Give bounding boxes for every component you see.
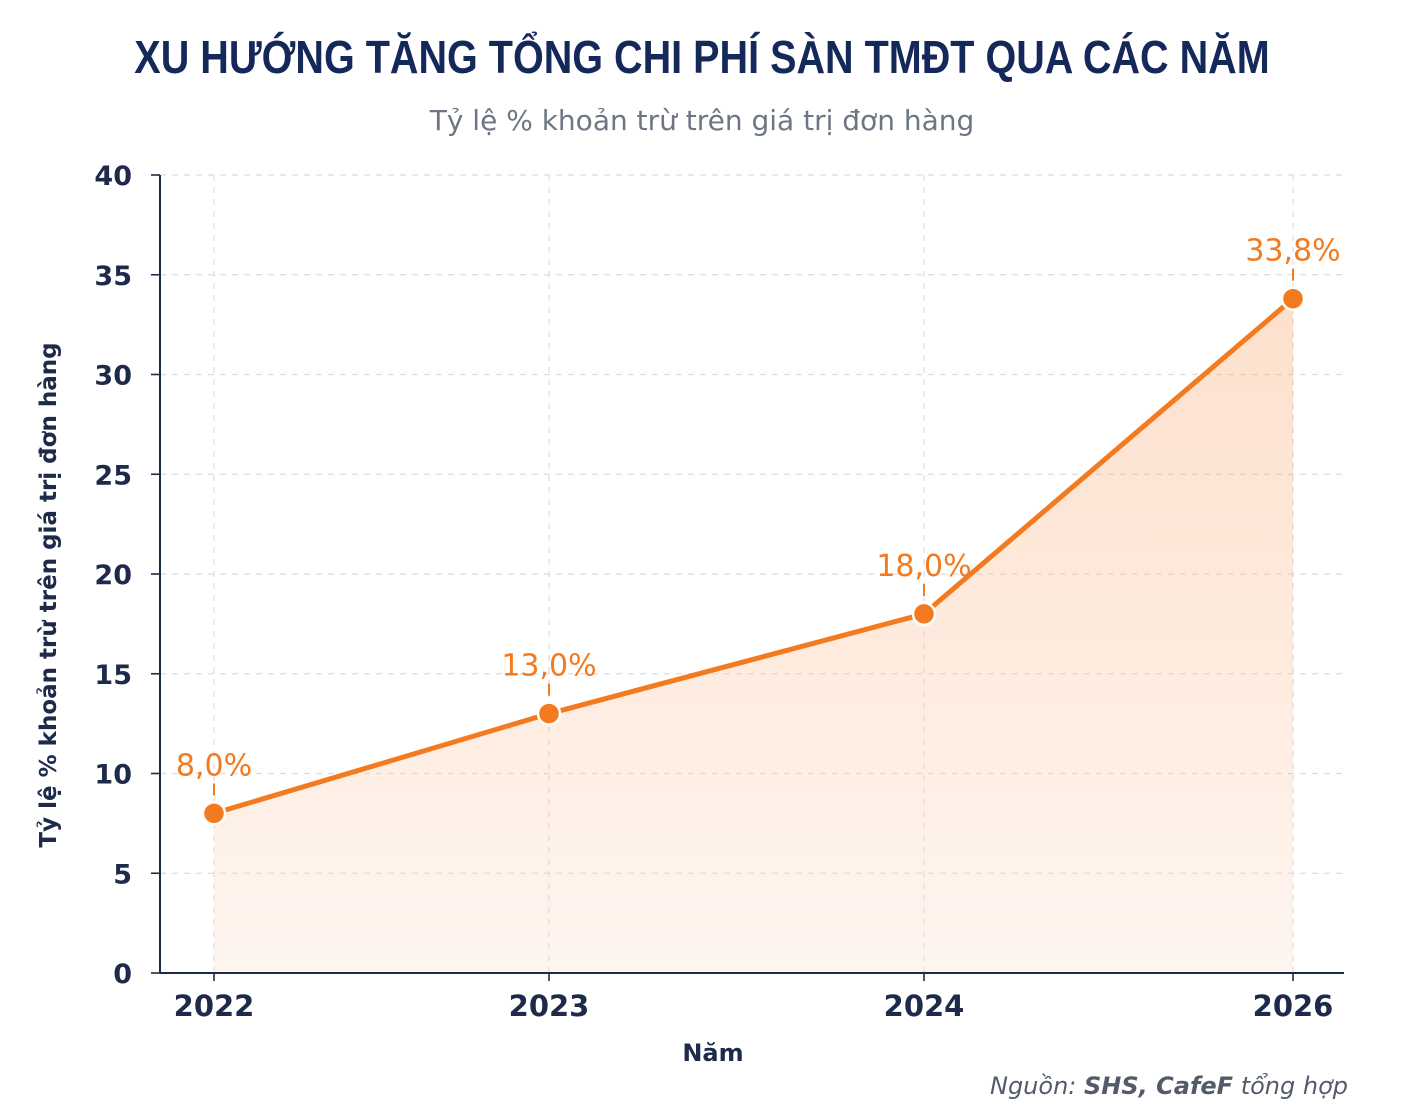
data-point: [536, 701, 562, 726]
source-suffix: tổng hợp: [1233, 1072, 1348, 1100]
chart-subtitle: Tỷ lệ % khoản trừ trên giá trị đơn hàng: [429, 104, 975, 137]
y-tick-label: 15: [94, 660, 132, 691]
x-tick-label: 2022: [174, 989, 255, 1023]
y-tick-label: 10: [94, 760, 132, 791]
y-tick-label: 25: [94, 460, 132, 491]
data-point: [911, 601, 937, 627]
source-names: SHS, CafeF: [1084, 1072, 1234, 1100]
data-label: 33,8%: [1245, 234, 1340, 269]
chart-title: XU HƯỚNG TĂNG TỔNG CHI PHÍ SÀN TMĐT QUA …: [134, 31, 1270, 83]
data-marks: 8,0% 13,0% 18,0% 33,8%: [176, 234, 1341, 826]
y-tick-label: 30: [94, 361, 132, 392]
data-point: [201, 801, 227, 826]
y-tick-label: 20: [94, 560, 132, 591]
series-line: [211, 296, 1296, 816]
source-prefix: Nguồn:: [989, 1072, 1084, 1100]
data-label: 8,0%: [176, 748, 252, 783]
x-tick-label: 2023: [509, 989, 590, 1023]
data-label: 13,0%: [501, 649, 596, 684]
data-label: 18,0%: [876, 549, 971, 584]
data-point: [1280, 286, 1306, 311]
axes: 0 5 10 15 20 25 30 35 40 2022 2023 2024 2026: [94, 161, 1344, 1023]
y-tick-label: 40: [94, 161, 132, 192]
y-tick-label: 35: [94, 261, 132, 292]
y-tick-label: 5: [113, 859, 132, 890]
source-note: Nguồn: SHS, CafeF tổng hợp: [990, 1072, 1348, 1100]
area-fill: [214, 298, 1293, 973]
x-tick-label: 2024: [884, 989, 965, 1023]
y-axis-label: Tỷ lệ % khoản trừ trên giá trị đơn hàng: [36, 342, 62, 847]
x-axis-label: Năm: [682, 1039, 743, 1067]
x-tick-label: 2026: [1253, 989, 1334, 1023]
y-tick-label: 0: [113, 959, 132, 990]
